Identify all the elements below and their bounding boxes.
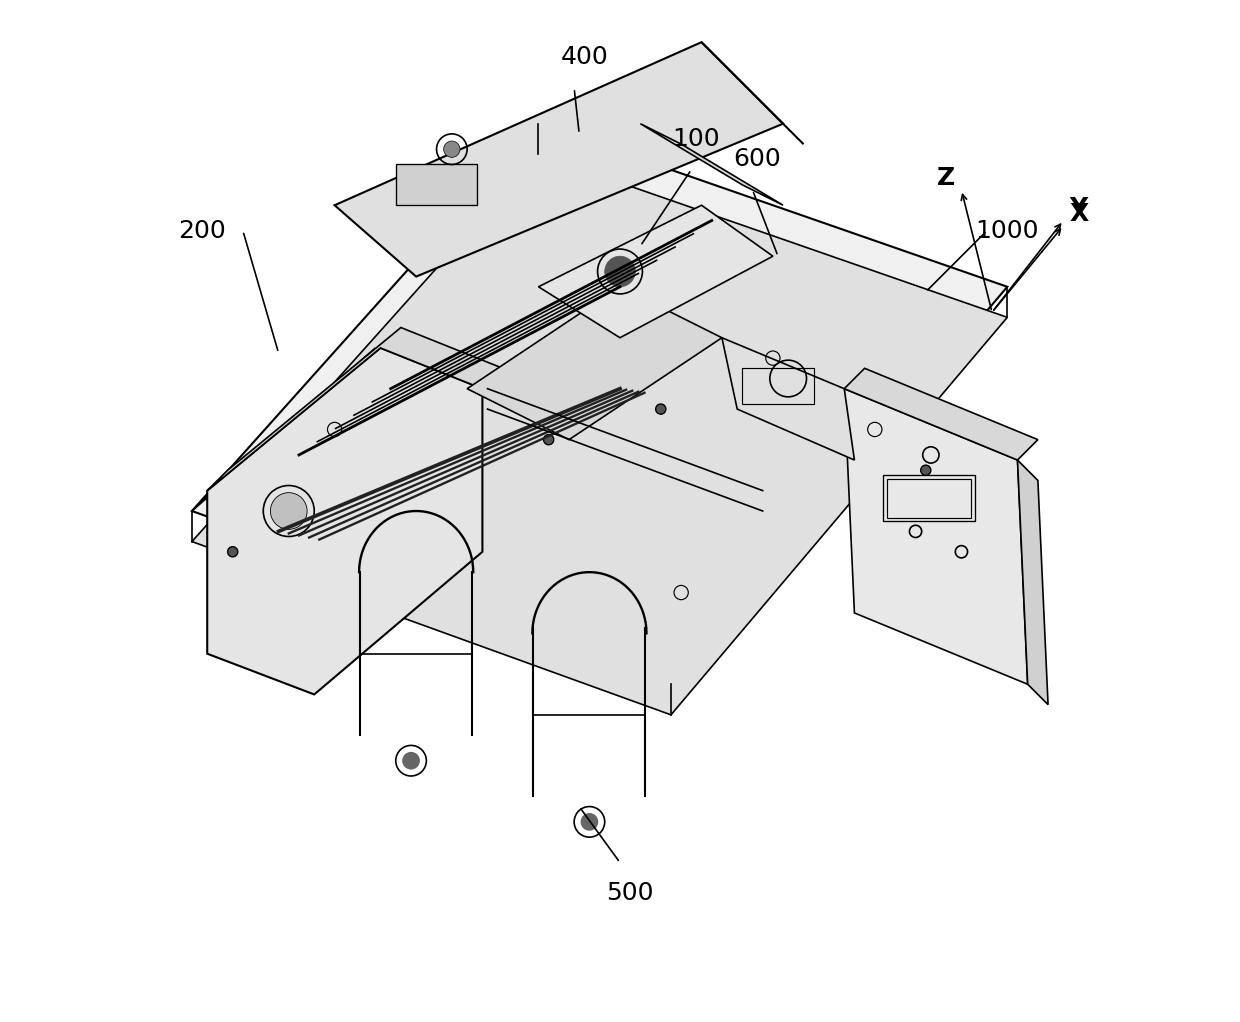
Circle shape: [403, 752, 419, 769]
Bar: [396, 165, 477, 205]
Circle shape: [444, 141, 460, 157]
Polygon shape: [640, 124, 784, 205]
Text: 1000: 1000: [976, 219, 1039, 242]
Text: 500: 500: [606, 881, 653, 905]
Text: X: X: [1069, 201, 1089, 226]
Bar: [743, 368, 813, 404]
Polygon shape: [1018, 460, 1048, 704]
Polygon shape: [538, 205, 773, 337]
Polygon shape: [207, 327, 502, 491]
Text: 200: 200: [179, 219, 226, 242]
Polygon shape: [192, 154, 1007, 714]
Polygon shape: [844, 368, 1038, 460]
Circle shape: [605, 257, 635, 287]
Text: Y: Y: [1070, 196, 1087, 221]
Circle shape: [270, 493, 308, 529]
Polygon shape: [335, 42, 784, 277]
Text: 100: 100: [672, 127, 720, 151]
Polygon shape: [192, 124, 1007, 685]
Polygon shape: [702, 42, 804, 144]
Bar: [883, 475, 975, 521]
Circle shape: [543, 434, 554, 445]
Polygon shape: [722, 337, 854, 460]
Text: 400: 400: [560, 45, 608, 69]
Polygon shape: [467, 287, 722, 439]
Polygon shape: [192, 347, 376, 511]
Text: Z: Z: [937, 166, 955, 190]
Polygon shape: [844, 388, 1028, 685]
Circle shape: [228, 547, 238, 557]
Bar: [887, 479, 971, 518]
Polygon shape: [207, 347, 482, 695]
Text: 600: 600: [734, 147, 781, 172]
Circle shape: [582, 814, 598, 830]
Circle shape: [920, 465, 931, 475]
Circle shape: [656, 404, 666, 414]
